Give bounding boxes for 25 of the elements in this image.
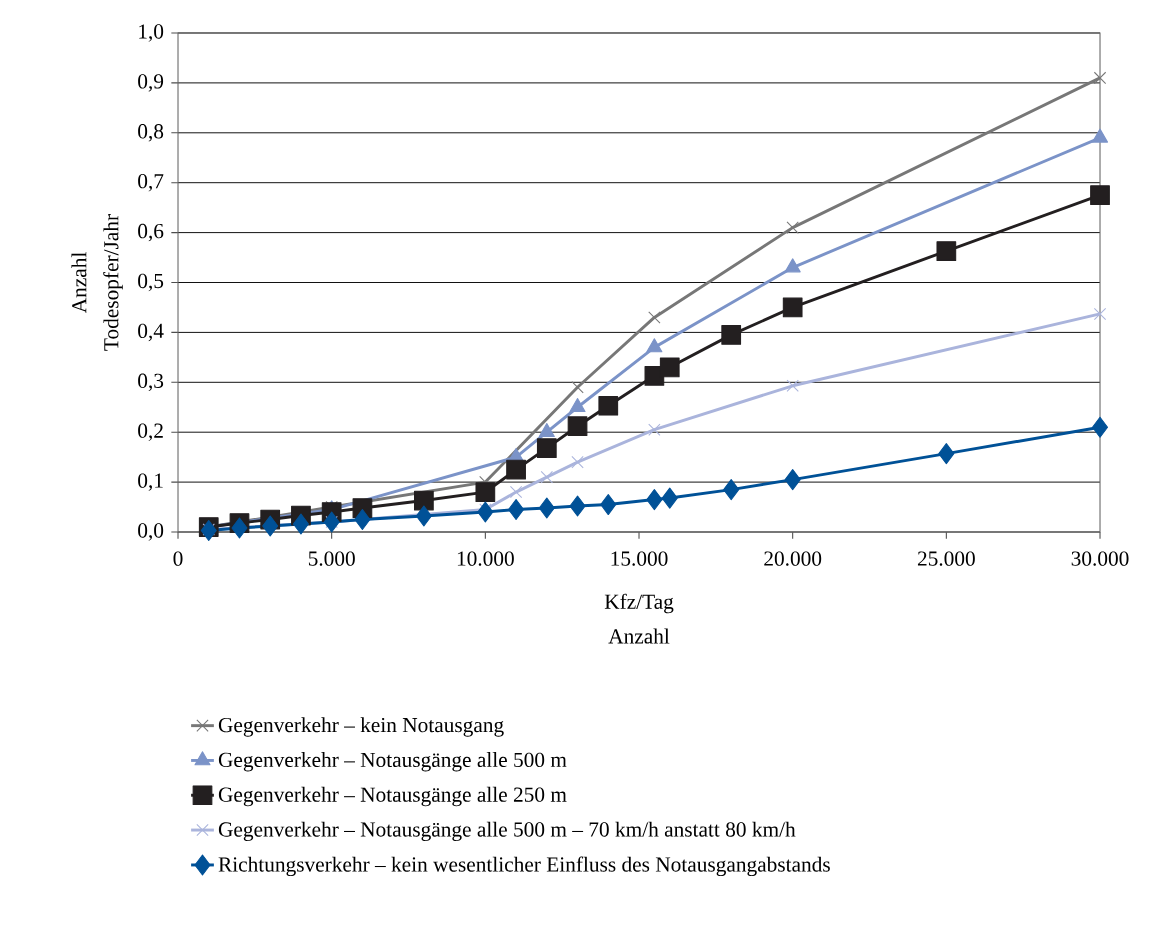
y-tick-label: 0,7 [138,173,164,192]
y-tick-label: 0,0 [138,523,164,541]
y-tick-label: 0,4 [138,323,164,342]
x-tick-label: 15.000 [611,551,668,566]
x-tick-label: 30.000 [1071,551,1129,566]
y-tick-label: 0,8 [138,124,164,142]
y-tick-label: 0,9 [138,74,164,92]
x-tick-label: 25.000 [917,551,975,566]
x-tick-label: 10.000 [457,551,514,566]
y-tick-label: 0,5 [138,273,164,292]
legend-label: Richtungsverkehr – kein wesentlicher Einfluss des Notausgangabstands [218,856,830,877]
y-axis-title: Anzahl Todesopfer/Jahr [71,214,123,351]
legend-label: Gegenverkehr – kein Notausgang [218,717,504,737]
legend-label: Gegenverkehr – Notausgänge alle 500 m [218,752,567,772]
x-tick-label: 20.000 [764,551,822,566]
y-tick-label: 1,0 [139,24,164,42]
y-tick-label: 0,6 [138,223,164,242]
y-tick-label: 0,1 [138,473,163,491]
x-axis-title: Kfz/Tag Anzahl [604,593,674,644]
x-tick-label: 5.000 [308,551,355,566]
legend-label: Gegenverkehr – Notausgänge alle 250 m [218,786,567,807]
x-tick-label: 0 [173,551,183,566]
y-tick-label: 0,2 [138,423,163,441]
legend-label: Gegenverkehr – Notausgänge alle 500 m – 70 km/h anstatt 80 km/h [218,821,796,842]
y-tick-label: 0,3 [138,373,164,392]
